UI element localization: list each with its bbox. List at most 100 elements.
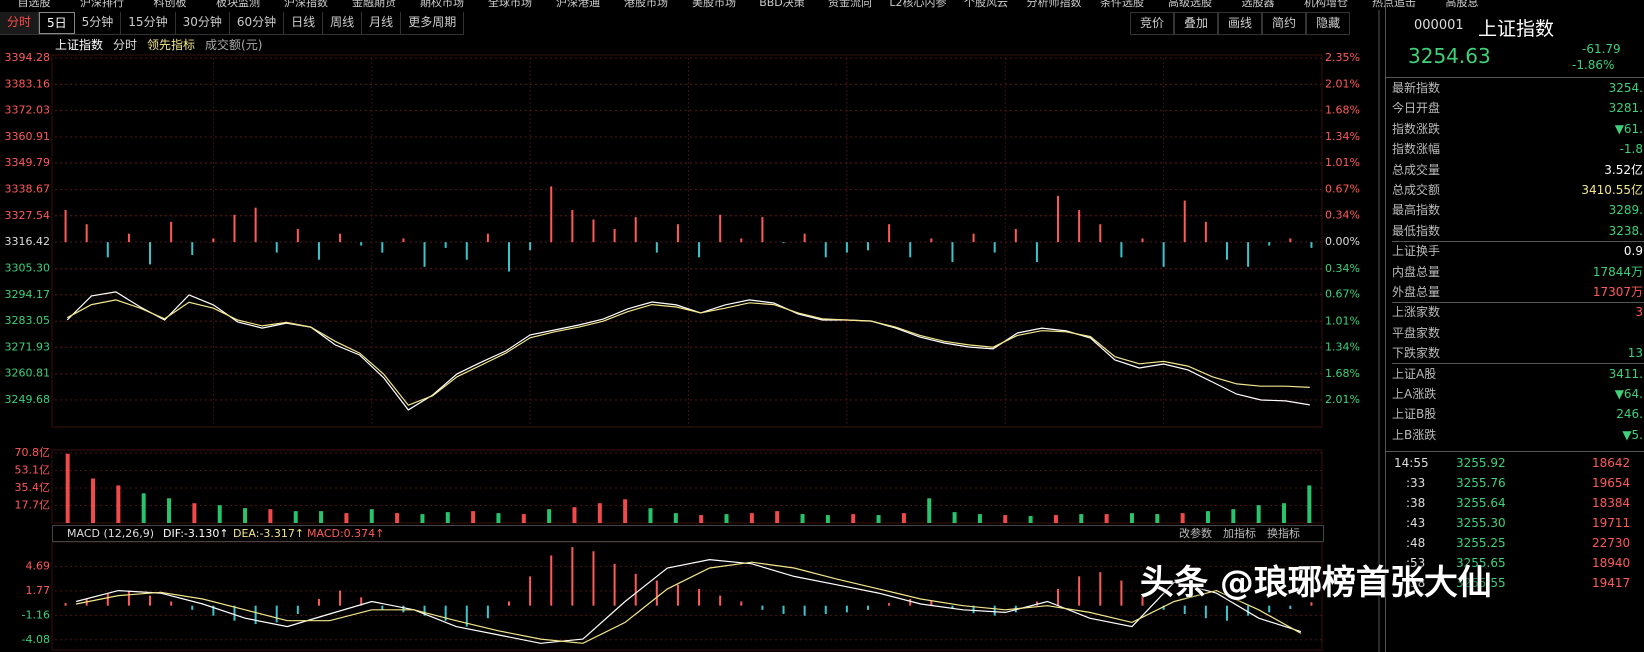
bar	[423, 605, 426, 616]
bar	[339, 233, 342, 243]
y-tick-label: 3249.68	[5, 393, 51, 406]
menu-item[interactable]: 资金流向	[828, 0, 872, 9]
bar	[1057, 588, 1060, 606]
period-tab[interactable]: 60分钟	[230, 12, 285, 34]
bar	[1247, 605, 1250, 616]
macd-button[interactable]: 加指标	[1223, 527, 1256, 540]
menu-item[interactable]: 板块监测	[216, 0, 260, 9]
stat-row: 总成交量 3.52亿	[1392, 161, 1644, 180]
bar	[673, 513, 678, 523]
menu-item[interactable]: 金融期货	[352, 0, 396, 9]
stat-label: 指数涨幅	[1392, 142, 1441, 157]
y-tick-label: 3294.17	[5, 288, 51, 301]
header-item: 分时	[113, 38, 138, 52]
bar	[1183, 605, 1186, 615]
bar	[293, 511, 298, 523]
bar	[1289, 238, 1292, 243]
menu-item[interactable]: 科创板	[153, 0, 187, 9]
menu-item[interactable]: L2核心内参	[889, 0, 947, 9]
bar	[106, 593, 109, 606]
price: 3254.63	[1408, 44, 1491, 68]
stat-row: 指数涨跌 ▼61.	[1392, 120, 1644, 139]
period-tab[interactable]: 周线	[323, 12, 363, 34]
menu-item[interactable]: 分析师指数	[1026, 0, 1082, 9]
bar	[369, 509, 374, 523]
stat-row: 上B涨跌 ▼5.	[1392, 426, 1644, 445]
bar	[724, 514, 729, 523]
macd-button[interactable]: 换指标	[1267, 527, 1300, 540]
bar	[648, 508, 653, 523]
menu-item[interactable]: 高股息	[1445, 0, 1479, 9]
stat-label: 上证B股	[1392, 407, 1437, 422]
change: -61.79	[1582, 42, 1621, 56]
bar	[167, 498, 172, 523]
tick-volume: 18642	[1592, 456, 1631, 470]
menu-item[interactable]: 高级选股	[1168, 0, 1212, 9]
menu-item[interactable]: 全球市场	[488, 0, 532, 9]
bar	[1129, 513, 1134, 523]
stat-label: 内盘总量	[1392, 264, 1441, 279]
bar	[275, 605, 278, 623]
tick-time: :48	[1406, 536, 1426, 550]
bar	[212, 238, 215, 243]
bar	[360, 597, 363, 606]
menu-item[interactable]: 沪深排行	[80, 0, 124, 9]
tick-time: :38	[1406, 496, 1426, 510]
menu-item[interactable]: 美股市场	[692, 0, 736, 9]
bar	[1205, 511, 1210, 523]
stat-row: 外盘总量 17307万	[1392, 283, 1644, 303]
period-tab[interactable]: 30分钟	[176, 12, 230, 34]
period-tab[interactable]: 分时	[0, 12, 40, 34]
bar	[634, 573, 637, 606]
bar	[233, 214, 236, 243]
menu-item[interactable]: 自选股	[17, 0, 51, 9]
bar	[1120, 580, 1123, 606]
menu-item[interactable]: 个股风云	[964, 0, 1008, 9]
tool-button[interactable]: 竞价	[1130, 12, 1175, 35]
y-tick-label: 17.7亿	[15, 499, 51, 512]
y-tick-label: 1.01%	[1325, 156, 1360, 169]
stat-label: 下跌家数	[1392, 346, 1441, 361]
tick-price: 3255.76	[1456, 476, 1506, 490]
menu-item[interactable]: BBD决策	[759, 0, 805, 9]
tool-button[interactable]: 隐藏	[1306, 12, 1351, 35]
bar	[1268, 605, 1271, 613]
y-tick-label: -1.16	[22, 608, 50, 621]
bar	[613, 563, 616, 606]
period-tab[interactable]: 15分钟	[121, 12, 176, 34]
bar	[1289, 605, 1292, 610]
menu-item[interactable]: 期权市场	[420, 0, 464, 9]
period-tab[interactable]: 5日	[39, 12, 75, 34]
bar	[465, 242, 468, 260]
stat-value: 3238.	[1608, 223, 1643, 238]
tool-button[interactable]: 叠加	[1174, 12, 1219, 35]
tool-button[interactable]: 简约	[1262, 12, 1307, 35]
stat-row: 最新指数 3254.	[1392, 79, 1644, 98]
menu-item[interactable]: 选股器	[1241, 0, 1275, 9]
menu-item[interactable]: 条件选股	[1100, 0, 1144, 9]
y-tick-label: 3383.16	[5, 77, 51, 90]
period-tab[interactable]: 更多周期	[401, 12, 465, 34]
menu-item[interactable]: 港股市场	[624, 0, 668, 9]
header-item: 成交额(元)	[205, 38, 263, 52]
period-tab[interactable]: 5分钟	[75, 12, 122, 34]
menu-item[interactable]: 热点追击	[1372, 0, 1416, 9]
tick-price: 3255.55	[1456, 576, 1506, 590]
bar	[212, 605, 215, 616]
bar	[623, 499, 628, 523]
y-tick-label: 4.69	[26, 559, 51, 572]
period-tab[interactable]: 日线	[284, 12, 324, 34]
bar	[740, 601, 743, 606]
bar	[508, 601, 511, 606]
menu-item[interactable]: 沪深港通	[556, 0, 600, 9]
period-tab[interactable]: 月线	[362, 12, 402, 34]
tick-time: 14:55	[1394, 456, 1429, 470]
menu-item[interactable]: 沪深指数	[284, 0, 328, 9]
macd-button[interactable]: 改参数	[1179, 527, 1212, 540]
menu-item[interactable]: 机构增仓	[1304, 0, 1348, 9]
stat-value: 3281.	[1608, 101, 1643, 116]
tool-button[interactable]: 画线	[1218, 12, 1263, 35]
tick-price: 3255.25	[1456, 536, 1506, 550]
bar	[1183, 200, 1186, 243]
